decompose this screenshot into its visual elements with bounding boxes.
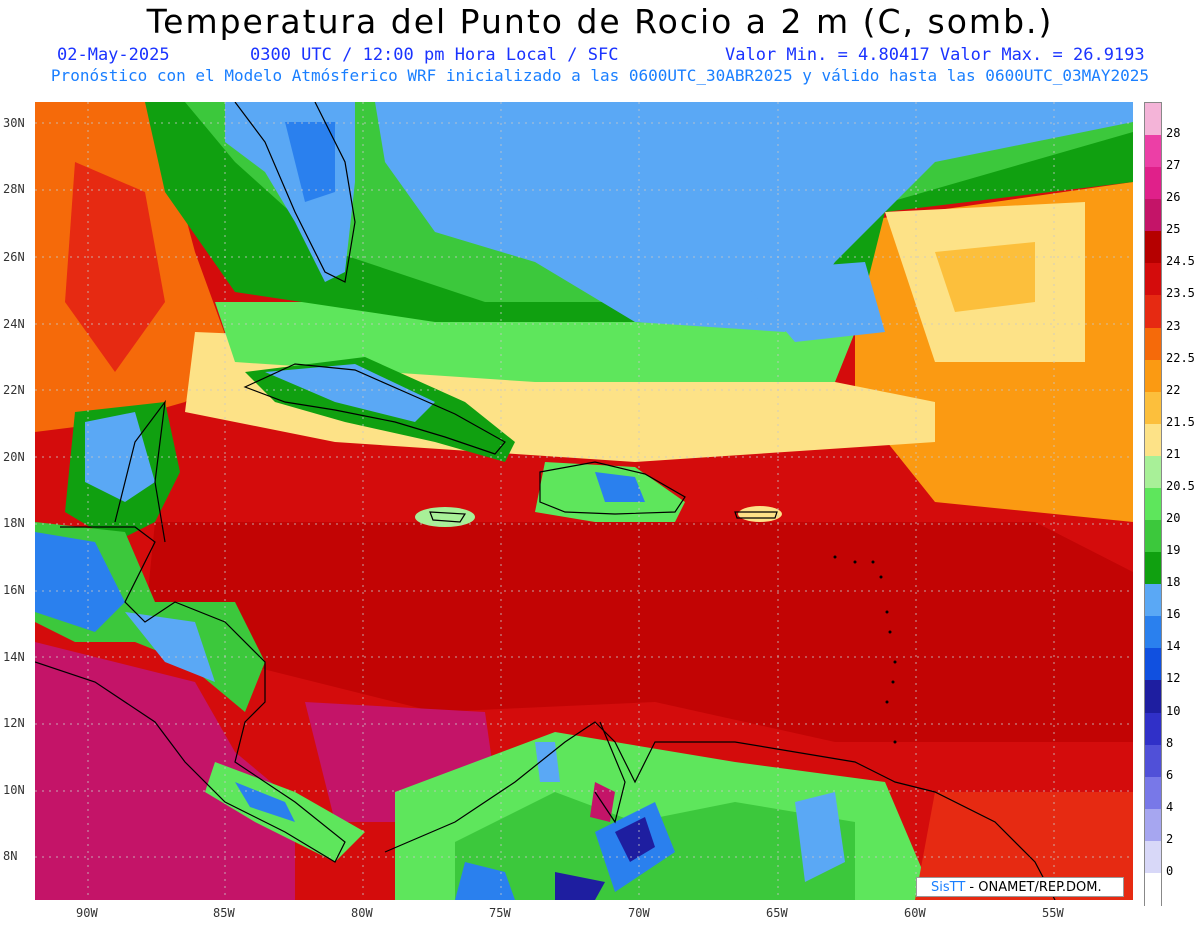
lon-tick-label: 70W [628,906,650,920]
forecast-date: 02-May-2025 [57,45,170,65]
lat-tick-label: 28N [3,182,25,196]
colorbar-swatch [1145,840,1161,874]
colorbar-level-label: 21.5 [1166,414,1195,429]
lat-tick-label: 14N [3,650,25,664]
colorbar-level-label: 22 [1166,382,1181,397]
colorbar-swatch [1145,487,1161,521]
colorbar-swatch [1145,167,1161,201]
colorbar-level-label: 6 [1166,767,1174,782]
colorbar-swatch [1145,199,1161,233]
lat-tick-label: 24N [3,317,25,331]
lat-tick-label: 12N [3,716,25,730]
colorbar-level-label: 8 [1166,735,1174,750]
lon-tick-label: 85W [213,906,235,920]
sistt-logo: SisTT [931,880,966,895]
colorbar-level-label: 23.5 [1166,286,1195,301]
lon-tick-label: 75W [489,906,511,920]
lat-tick-label: 30N [3,116,25,130]
colorbar-swatch [1145,616,1161,650]
colorbar-swatch [1145,648,1161,682]
colorbar-level-label: 4 [1166,799,1174,814]
colorbar-swatch [1145,327,1161,361]
min-max-values: Valor Min. = 4.80417 Valor Max. = 26.919… [725,45,1145,65]
colorbar-level-label: 18 [1166,575,1181,590]
colorbar-swatch [1145,808,1161,842]
lat-tick-label: 16N [3,583,25,597]
credit-text: - ONAMET/REP.DOM. [965,880,1102,895]
lat-tick-label: 10N [3,783,25,797]
lon-tick-label: 55W [1042,906,1064,920]
colorbar-level-label: 2 [1166,831,1174,846]
credit-box: SisTT - ONAMET/REP.DOM. [916,877,1124,897]
colorbar-swatch [1145,680,1161,714]
lat-tick-label: 8N [3,849,18,863]
colorbar-level-label: 19 [1166,543,1181,558]
lat-tick-label: 22N [3,383,25,397]
colorbar-level-label: 10 [1166,703,1181,718]
lon-tick-label: 80W [351,906,373,920]
colorbar-level-label: 12 [1166,671,1181,686]
colorbar-swatch [1145,744,1161,778]
colorbar-level-label: 23 [1166,318,1181,333]
colorbar-swatch [1145,103,1161,136]
colorbar-level-label: 22.5 [1166,350,1195,365]
colorbar-level-label: 24.5 [1166,254,1195,269]
lon-tick-label: 65W [766,906,788,920]
colorbar-level-label: 26 [1166,190,1181,205]
lon-tick-label: 60W [904,906,926,920]
colorbar-swatch [1145,455,1161,489]
colorbar-level-label: 16 [1166,607,1181,622]
colorbar-level-label: 20 [1166,511,1181,526]
colorbar-swatch [1145,712,1161,746]
colorbar-level-label: 27 [1166,158,1181,173]
forecast-time: 0300 UTC / 12:00 pm Hora Local / SFC [250,45,619,65]
model-info: Pronóstico con el Modelo Atmósferico WRF… [50,66,1150,85]
colorbar-swatch [1145,552,1161,586]
lat-tick-label: 20N [3,450,25,464]
colorbar-swatch [1145,231,1161,265]
colorbar-swatch [1145,263,1161,297]
colorbar [1144,102,1162,906]
colorbar-swatch [1145,872,1161,906]
colorbar-swatch [1145,135,1161,169]
colorbar-swatch [1145,295,1161,329]
lat-tick-label: 26N [3,250,25,264]
colorbar-swatch [1145,520,1161,554]
colorbar-level-label: 21 [1166,446,1181,461]
lon-tick-label: 90W [76,906,98,920]
colorbar-level-label: 0 [1166,863,1174,878]
map-title: Temperatura del Punto de Rocio a 2 m (C,… [146,2,1054,41]
colorbar-swatch [1145,359,1161,393]
colorbar-level-label: 20.5 [1166,478,1195,493]
colorbar-swatch [1145,391,1161,425]
colorbar-level-label: 14 [1166,639,1181,654]
lat-tick-label: 18N [3,516,25,530]
colorbar-level-label: 28 [1166,126,1181,141]
colorbar-swatch [1145,423,1161,457]
colorbar-level-label: 25 [1166,222,1181,237]
colorbar-swatch [1145,584,1161,618]
colorbar-swatch [1145,776,1161,810]
dewpoint-map [35,102,1133,900]
